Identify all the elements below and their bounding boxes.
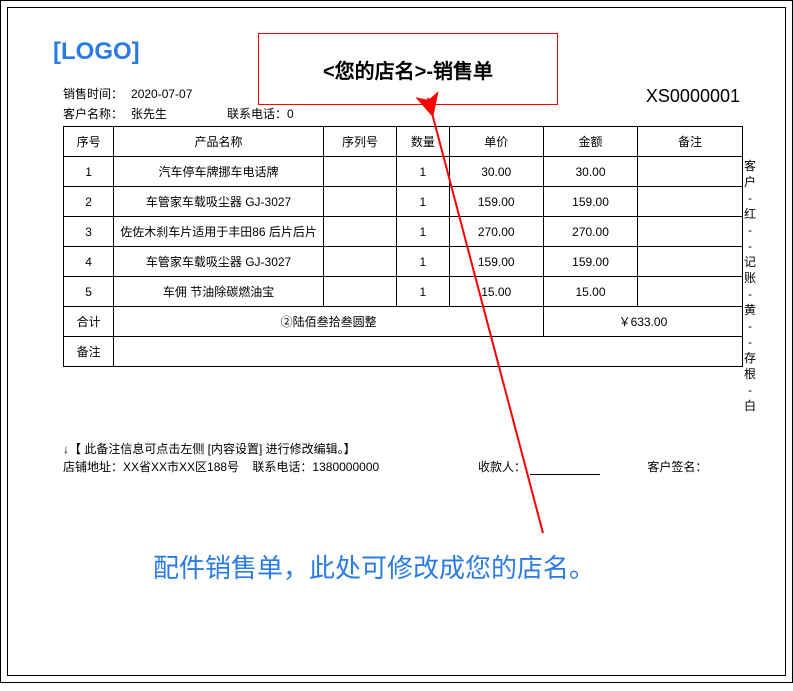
col-header-price: 单价 (449, 127, 543, 157)
cell-seq: 5 (64, 277, 114, 307)
cell-serial (323, 187, 396, 217)
col-header-seq: 序号 (64, 127, 114, 157)
cell-name: 汽车停车牌挪车电话牌 (114, 157, 324, 187)
payee-label: 收款人： (478, 460, 526, 474)
cell-qty: 1 (397, 187, 449, 217)
payee-sign-line (530, 474, 600, 475)
order-number: XS0000001 (646, 86, 740, 107)
page-frame: [LOGO] <您的店名>-销售单 XS0000001 销售时间： 2020-0… (0, 0, 793, 683)
store-phone-value: 1380000000 (312, 460, 379, 474)
table-header-row: 序号 产品名称 序列号 数量 单价 金额 备注 (64, 127, 743, 157)
sales-table: 序号 产品名称 序列号 数量 单价 金额 备注 1汽车停车牌挪车电话牌130.0… (63, 126, 743, 367)
inner-frame: [LOGO] <您的店名>-销售单 XS0000001 销售时间： 2020-0… (7, 7, 786, 676)
cell-seq: 2 (64, 187, 114, 217)
signature-block: 收款人： 客户签名： (478, 458, 707, 475)
customer-phone-value: 0 (287, 104, 294, 124)
col-header-name: 产品名称 (114, 127, 324, 157)
cell-name: 车管家车载吸尘器 GJ-3027 (114, 187, 324, 217)
table-row: 2车管家车载吸尘器 GJ-30271159.00159.00 (64, 187, 743, 217)
table-row: 4车管家车载吸尘器 GJ-30271159.00159.00 (64, 247, 743, 277)
cell-qty: 1 (397, 247, 449, 277)
addr-value: XX省XX市XX区188号 (123, 460, 239, 474)
cell-seq: 3 (64, 217, 114, 247)
footer-block: ↓【 此备注信息可点击左侧 [内容设置] 进行修改编辑。】 店铺地址：XX省XX… (63, 440, 379, 476)
col-header-serial: 序列号 (323, 127, 396, 157)
store-phone-label: 联系电话： (252, 460, 312, 474)
cell-serial (323, 217, 396, 247)
cell-note (638, 247, 743, 277)
sale-time-label: 销售时间： (63, 84, 123, 104)
logo-placeholder: [LOGO] (53, 38, 140, 66)
cell-price: 270.00 (449, 217, 543, 247)
sum-amount: ￥633.00 (543, 307, 742, 337)
sum-text: ②陆佰叁拾叁圆整 (114, 307, 544, 337)
cell-price: 15.00 (449, 277, 543, 307)
remark-cell (114, 337, 743, 367)
cell-note (638, 157, 743, 187)
cell-serial (323, 277, 396, 307)
vertical-copy-legend: 客 户 - 红 - - 记 账 - 黄 - - 存 根 - 白 (743, 158, 757, 414)
col-header-qty: 数量 (397, 127, 449, 157)
sale-time-value: 2020-07-07 (131, 84, 192, 104)
col-header-amount: 金额 (543, 127, 637, 157)
remark-row: 备注 (64, 337, 743, 367)
cell-name: 车管家车载吸尘器 GJ-3027 (114, 247, 324, 277)
cell-price: 159.00 (449, 247, 543, 277)
meta-block: 销售时间： 2020-07-07 客户名称： 张先生 联系电话： 0 (63, 84, 294, 124)
cell-name: 车佣 节油除碳燃油宝 (114, 277, 324, 307)
table-row: 1汽车停车牌挪车电话牌130.0030.00 (64, 157, 743, 187)
cell-price: 30.00 (449, 157, 543, 187)
cell-name: 佐佐木刹车片适用于丰田86 后片后片 (114, 217, 324, 247)
customer-sign-label: 客户签名： (647, 460, 707, 474)
title-box: <您的店名>-销售单 (258, 33, 558, 105)
cell-qty: 1 (397, 157, 449, 187)
cell-note (638, 277, 743, 307)
cell-qty: 1 (397, 217, 449, 247)
cell-note (638, 187, 743, 217)
sales-table-wrap: 序号 产品名称 序列号 数量 单价 金额 备注 1汽车停车牌挪车电话牌130.0… (63, 126, 743, 367)
remark-label: 备注 (64, 337, 114, 367)
addr-label: 店铺地址： (63, 460, 123, 474)
annotation-caption: 配件销售单，此处可修改成您的店名。 (153, 548, 595, 585)
footer-hint: ↓【 此备注信息可点击左侧 [内容设置] 进行修改编辑。】 (63, 440, 379, 458)
sum-row: 合计 ②陆佰叁拾叁圆整 ￥633.00 (64, 307, 743, 337)
cell-amount: 159.00 (543, 187, 637, 217)
cell-seq: 4 (64, 247, 114, 277)
table-body: 1汽车停车牌挪车电话牌130.0030.002车管家车载吸尘器 GJ-30271… (64, 157, 743, 307)
cell-amount: 270.00 (543, 217, 637, 247)
sum-label: 合计 (64, 307, 114, 337)
table-row: 3佐佐木刹车片适用于丰田86 后片后片1270.00270.00 (64, 217, 743, 247)
cell-serial (323, 247, 396, 277)
cell-note (638, 217, 743, 247)
cell-amount: 30.00 (543, 157, 637, 187)
col-header-note: 备注 (638, 127, 743, 157)
cell-price: 159.00 (449, 187, 543, 217)
cell-amount: 159.00 (543, 247, 637, 277)
customer-phone-label: 联系电话： (227, 104, 287, 124)
cell-amount: 15.00 (543, 277, 637, 307)
cell-qty: 1 (397, 277, 449, 307)
title-text: <您的店名>-销售单 (323, 55, 493, 84)
cell-serial (323, 157, 396, 187)
cell-seq: 1 (64, 157, 114, 187)
table-row: 5车佣 节油除碳燃油宝115.0015.00 (64, 277, 743, 307)
customer-name-value: 张先生 (131, 104, 167, 124)
customer-name-label: 客户名称： (63, 104, 123, 124)
